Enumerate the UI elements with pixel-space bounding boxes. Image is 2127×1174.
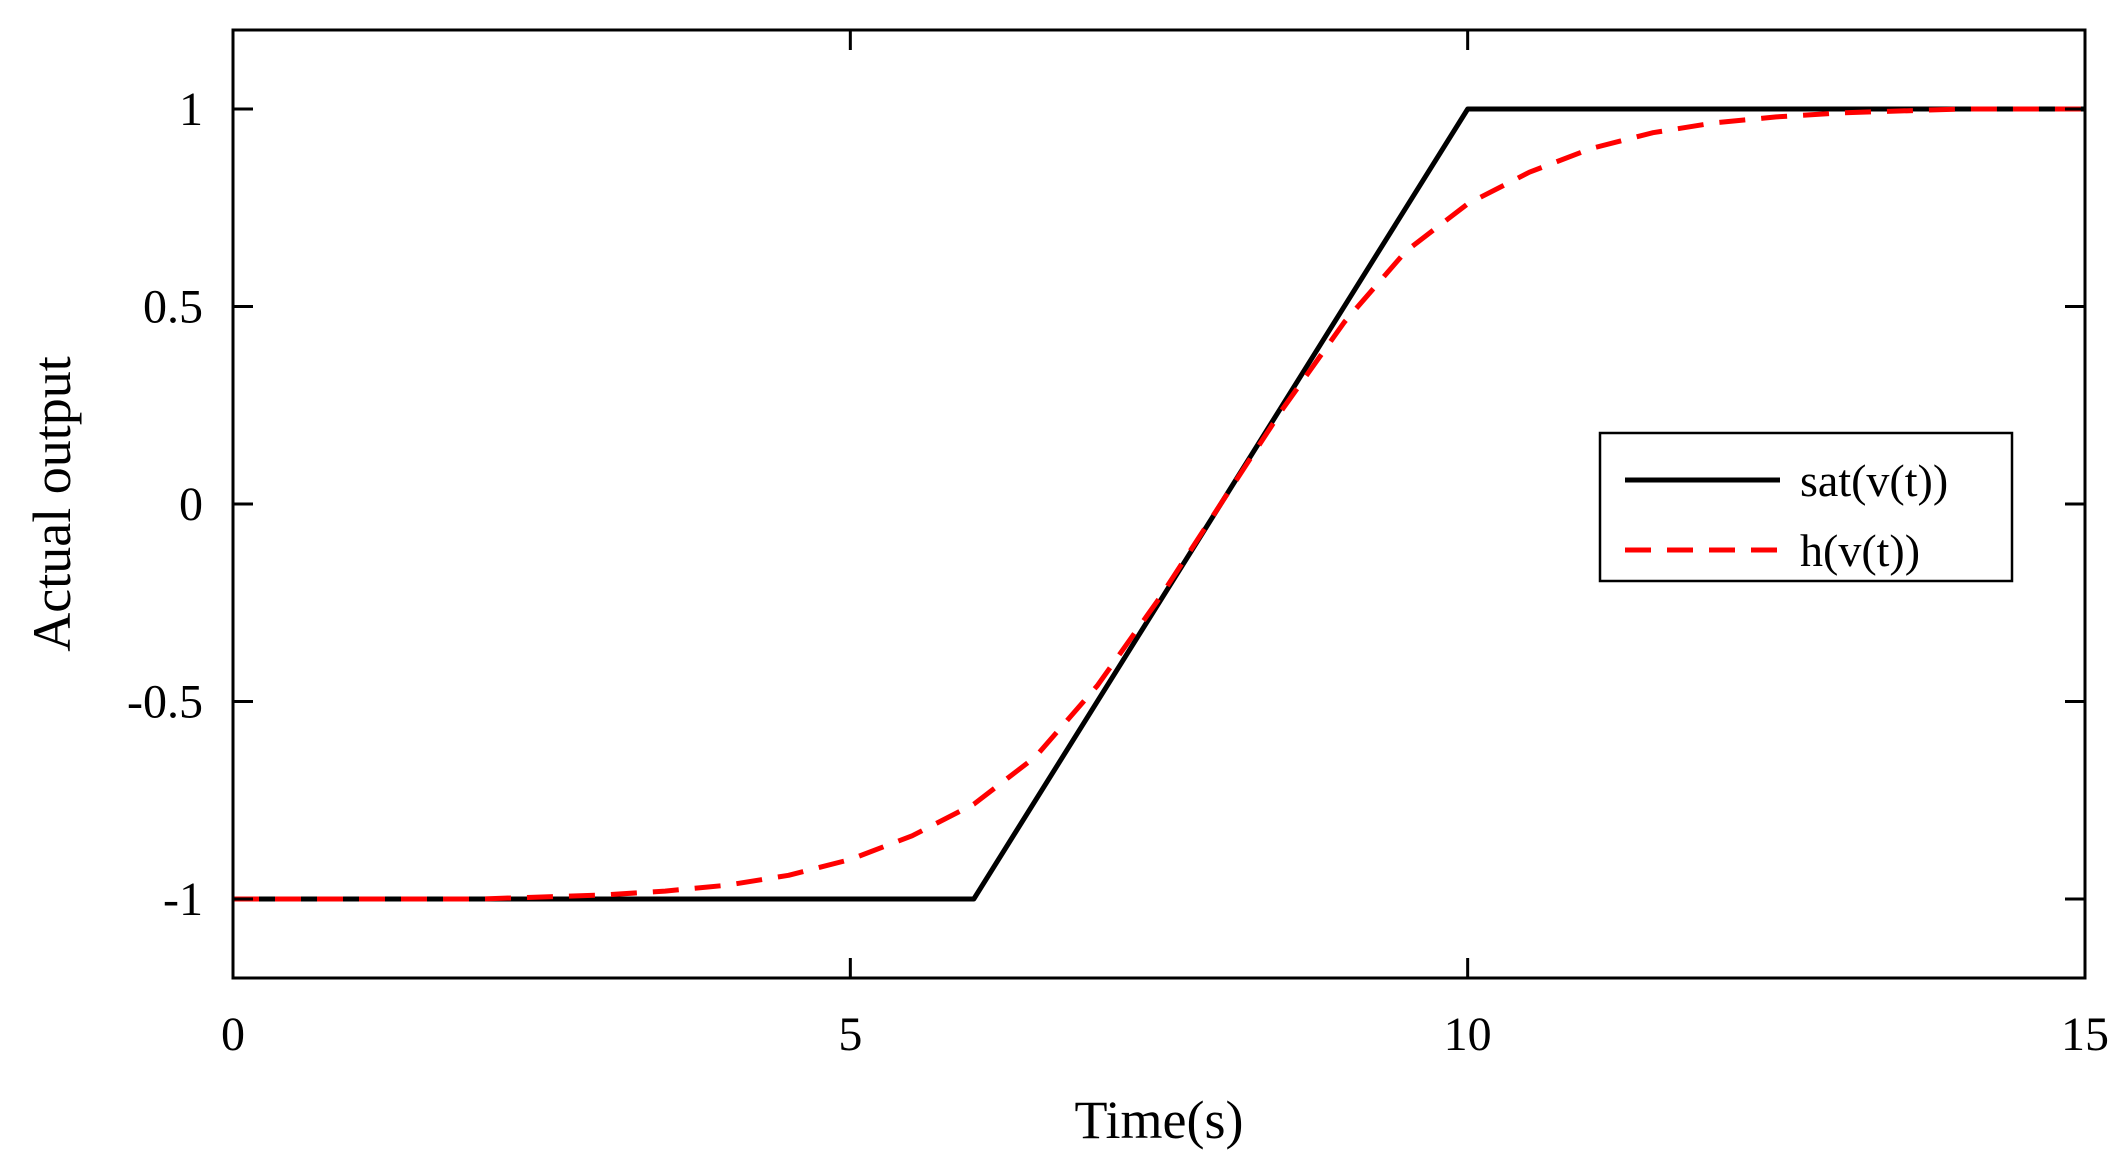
y-axis-title: Actual output	[22, 356, 82, 651]
axes-layer: 0 5 10 15 -1 -0.5 0 0.5 1	[127, 28, 2109, 1061]
legend: sat(v(t)) h(v(t))	[1598, 431, 2014, 583]
x-tick-label: 15	[2061, 1008, 2109, 1061]
y-tick-label: -0.5	[127, 676, 203, 729]
x-axis-title: Time(s)	[1074, 1090, 1243, 1150]
legend-label-1: sat(v(t))	[1800, 455, 1948, 506]
legend-box	[1598, 431, 2014, 583]
x-tick-label: 0	[221, 1008, 245, 1061]
plot-layer	[233, 106, 2085, 902]
y-tick-label: -1	[163, 873, 203, 926]
x-tick-label: 10	[1444, 1008, 1492, 1061]
y-tick-label: 0	[179, 478, 203, 531]
y-tick-label: 0.5	[143, 281, 203, 334]
legend-label-2: h(v(t))	[1800, 525, 1920, 576]
y-tick-label: 1	[179, 83, 203, 136]
x-tick-label: 5	[838, 1008, 862, 1061]
series-line-2	[233, 106, 2085, 902]
